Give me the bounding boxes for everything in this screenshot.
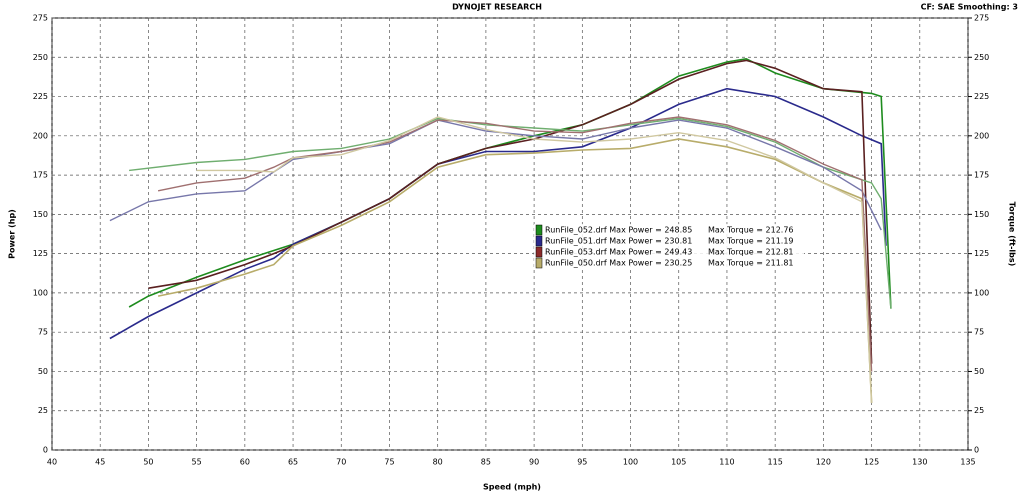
y-tick-label: 75: [38, 328, 48, 337]
x-tick-label: 90: [529, 458, 539, 467]
x-tick-label: 110: [719, 458, 734, 467]
legend-torque: Max Torque = 211.81: [708, 259, 794, 268]
legend-swatch: [535, 246, 543, 258]
chart-title: DYNOJET RESEARCH: [452, 3, 542, 12]
y-axis-label: Power (hp): [8, 209, 17, 259]
x-tick-label: 120: [816, 458, 831, 467]
power-torque-line: [196, 116, 873, 403]
x-tick-label: 60: [240, 458, 250, 467]
y-tick-label: 175: [33, 171, 48, 180]
power-torque-line: [109, 119, 882, 231]
y2-tick-label: 50: [974, 367, 984, 376]
x-tick-label: 85: [481, 458, 491, 467]
y-tick-label: 25: [38, 406, 48, 415]
legend-torque: Max Torque = 212.81: [708, 248, 794, 257]
x-tick-label: 65: [288, 458, 298, 467]
y2-tick-label: 275: [974, 14, 989, 23]
y2-tick-label: 150: [974, 210, 989, 219]
x-tick-label: 130: [912, 458, 927, 467]
legend-swatch: [535, 224, 543, 236]
x-tick-label: 55: [192, 458, 202, 467]
y-tick-label: 225: [33, 92, 48, 101]
x-tick-label: 75: [384, 458, 394, 467]
y2-tick-label: 250: [974, 53, 989, 62]
legend-box: [534, 224, 804, 270]
legend-label: RunFile_050.drf Max Power = 230.25: [545, 259, 692, 268]
power-torque-line: [129, 117, 892, 309]
x-axis-label: Speed (mph): [483, 483, 541, 492]
power-torque-line: [157, 116, 873, 372]
x-tick-label: 105: [671, 458, 686, 467]
y2-axis-label: Torque (ft-lbs): [1008, 202, 1017, 267]
y-tick-label: 125: [33, 249, 48, 258]
x-tick-label: 40: [47, 458, 57, 467]
y-tick-label: 250: [33, 53, 48, 62]
y2-tick-label: 200: [974, 131, 989, 140]
y-tick-label: 150: [33, 210, 48, 219]
plot-frame: [51, 17, 969, 451]
chart-subtitle: CF: SAE Smoothing: 3: [921, 3, 1018, 12]
y-tick-label: 275: [33, 14, 48, 23]
y2-tick-label: 0: [974, 446, 979, 455]
legend-label: RunFile_052.drf Max Power = 248.85: [545, 226, 692, 235]
x-tick-label: 115: [768, 458, 783, 467]
x-tick-label: 70: [336, 458, 346, 467]
x-tick-label: 45: [95, 458, 105, 467]
y2-tick-label: 125: [974, 249, 989, 258]
power-torque-line: [157, 138, 873, 403]
y-tick-label: 50: [38, 367, 48, 376]
y2-tick-label: 225: [974, 92, 989, 101]
x-tick-label: 125: [864, 458, 879, 467]
x-tick-label: 95: [577, 458, 587, 467]
y2-tick-label: 175: [974, 171, 989, 180]
legend-swatch: [535, 235, 543, 247]
x-tick-label: 100: [623, 458, 638, 467]
y-tick-label: 200: [33, 131, 48, 140]
legend-label: RunFile_053.drf Max Power = 249.43: [545, 248, 692, 257]
legend-swatch: [535, 257, 543, 269]
x-tick-label: 135: [960, 458, 975, 467]
y2-tick-label: 25: [974, 406, 984, 415]
legend-torque: Max Torque = 212.76: [708, 226, 794, 235]
x-tick-label: 80: [433, 458, 443, 467]
legend-label: RunFile_051.drf Max Power = 230.81: [545, 237, 692, 246]
y2-tick-label: 75: [974, 328, 984, 337]
power-torque-line: [109, 87, 887, 340]
y-tick-label: 0: [43, 446, 48, 455]
y-tick-label: 100: [33, 288, 48, 297]
x-tick-label: 50: [143, 458, 153, 467]
legend-torque: Max Torque = 211.19: [708, 237, 794, 246]
y2-tick-label: 100: [974, 288, 989, 297]
